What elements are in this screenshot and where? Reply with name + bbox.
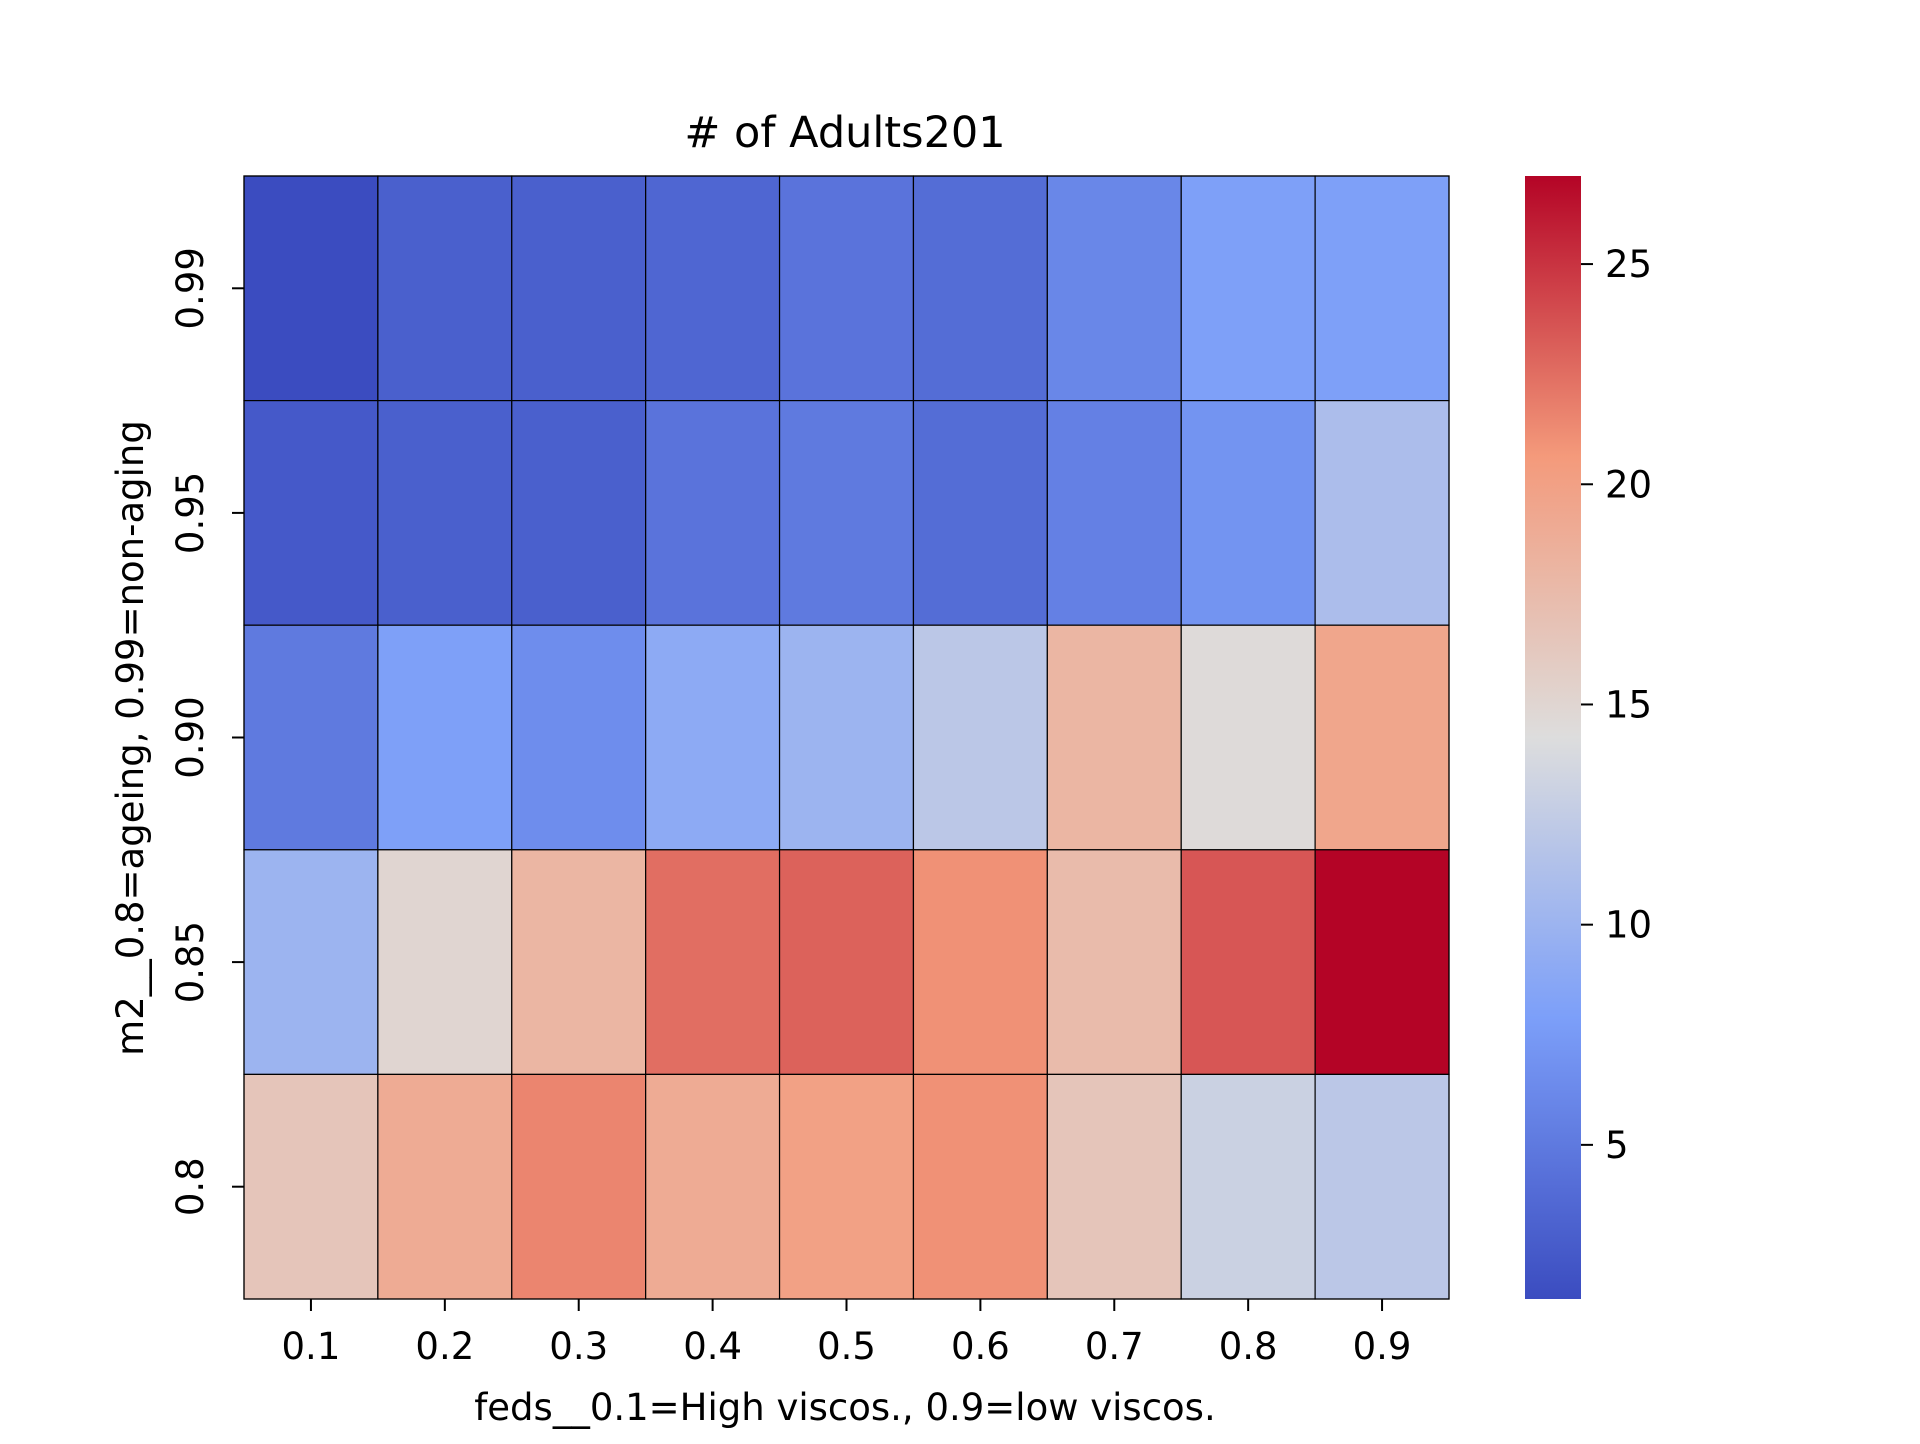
- heatmap-cell: [778, 624, 915, 851]
- heatmap-cell: [1046, 849, 1182, 1075]
- x-tick-label: 0.3: [549, 1325, 608, 1368]
- heatmap-cell: [1314, 175, 1450, 402]
- heatmap-cell: [511, 1073, 647, 1300]
- heatmap-cell: [1314, 624, 1450, 851]
- x-tick-label: 0.6: [951, 1325, 1010, 1368]
- colorbar-tick-label: 15: [1605, 683, 1652, 726]
- heatmap-cell: [778, 400, 915, 626]
- y-tick-label: 0.85: [169, 921, 212, 1003]
- heatmap-cell: [243, 624, 379, 851]
- heatmap-cell: [778, 849, 915, 1075]
- heatmap-cell: [511, 624, 647, 851]
- heatmap-cell: [645, 849, 781, 1075]
- heatmap-cell: [1046, 400, 1182, 626]
- heatmap-cell: [377, 175, 513, 402]
- heatmap-cell: [778, 175, 915, 402]
- colorbar-tick-label: 5: [1605, 1124, 1629, 1167]
- heatmap-cell: [243, 1073, 379, 1300]
- y-tick-label: 0.95: [169, 472, 212, 554]
- x-tick-label: 0.7: [1085, 1325, 1144, 1368]
- x-tick-label: 0.4: [683, 1325, 742, 1368]
- heatmap-cell: [1314, 849, 1450, 1075]
- heatmap-cell: [511, 849, 647, 1075]
- heatmap-cell: [645, 175, 781, 402]
- heatmap-cell: [243, 849, 379, 1075]
- x-axis-ticks: 0.1 0.2 0.3 0.4 0.5 0.6 0.7 0.8 0.9: [282, 1299, 1412, 1368]
- x-tick-label: 0.5: [817, 1325, 876, 1368]
- colorbar-ticks: 5 10 15 20 25: [1581, 243, 1652, 1167]
- heatmap-cell: [243, 175, 379, 402]
- heatmap-cell: [377, 624, 513, 851]
- heatmap-cell: [1180, 175, 1316, 402]
- x-tick-label: 0.8: [1219, 1325, 1278, 1368]
- heatmap-cell: [1046, 1073, 1182, 1300]
- x-tick-label: 0.2: [415, 1325, 474, 1368]
- y-tick-label: 0.8: [169, 1157, 212, 1216]
- heatmap-cell: [511, 400, 647, 626]
- heatmap-cell: [1314, 400, 1450, 626]
- heatmap-cells: [243, 175, 1450, 1300]
- heatmap-cell: [1180, 849, 1316, 1075]
- colorbar: [1525, 176, 1581, 1299]
- heatmap-cell: [1046, 175, 1182, 402]
- x-axis-label: feds__0.1=High viscos., 0.9=low viscos.: [474, 1386, 1215, 1429]
- heatmap-cell: [912, 175, 1048, 402]
- heatmap-cell: [377, 1073, 513, 1300]
- chart-title: # of Adults201: [684, 108, 1005, 158]
- heatmap-cell: [912, 624, 1048, 851]
- heatmap-cell: [912, 1073, 1048, 1300]
- heatmap-cell: [1180, 1073, 1316, 1300]
- colorbar-tick-label: 25: [1605, 243, 1652, 286]
- y-axis-ticks: 0.99 0.95 0.90 0.85 0.8: [169, 247, 244, 1216]
- heatmap-cell: [645, 624, 781, 851]
- heatmap-cell: [243, 400, 379, 626]
- colorbar-tick-label: 10: [1605, 904, 1652, 947]
- heatmap-cell: [1180, 624, 1316, 851]
- y-axis-label: m2__0.8=ageing, 0.99=non-aging: [109, 420, 152, 1056]
- heatmap-cell: [645, 1073, 781, 1300]
- heatmap-cell: [912, 849, 1048, 1075]
- heatmap-cell: [912, 400, 1048, 626]
- heatmap-cell: [645, 400, 781, 626]
- heatmap-cell: [1314, 1073, 1450, 1300]
- heatmap-cell: [377, 400, 513, 626]
- heatmap-cell: [1180, 400, 1316, 626]
- heatmap-cell: [778, 1073, 915, 1300]
- heatmap-cell: [377, 849, 513, 1075]
- y-tick-label: 0.90: [169, 696, 212, 778]
- heatmap-cell: [511, 175, 647, 402]
- x-tick-label: 0.9: [1353, 1325, 1412, 1368]
- heatmap-cell: [1046, 624, 1182, 851]
- colorbar-tick-label: 20: [1605, 463, 1652, 506]
- x-tick-label: 0.1: [282, 1325, 341, 1368]
- y-tick-label: 0.99: [169, 247, 212, 329]
